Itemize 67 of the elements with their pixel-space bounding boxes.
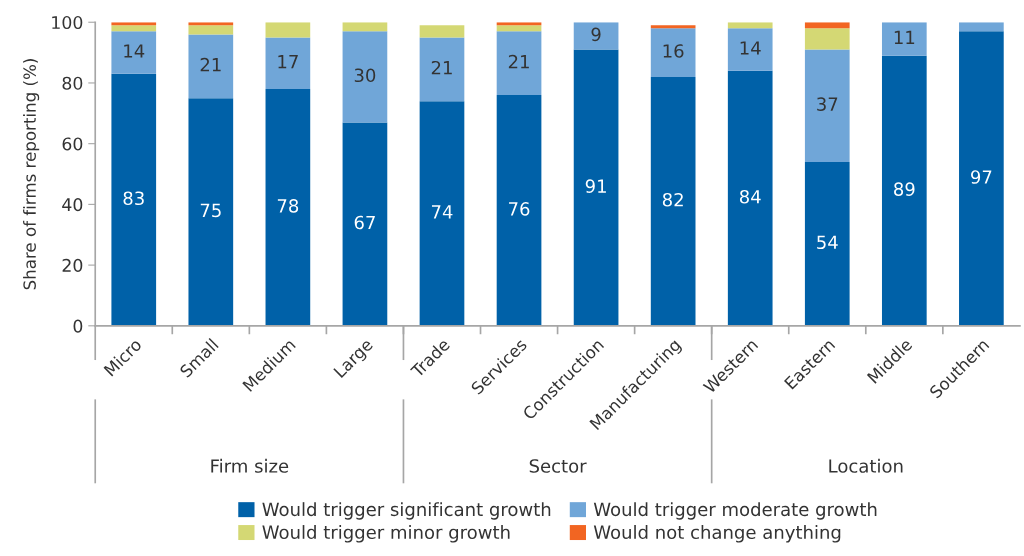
bar: [419, 101, 465, 326]
legend-label: Would not change anything: [593, 525, 841, 543]
bar: [496, 31, 542, 96]
data-label: 76: [509, 202, 530, 216]
data-label: 78: [277, 199, 299, 213]
data-label: 37: [817, 97, 838, 111]
data-label: 82: [662, 192, 683, 207]
bar: [959, 31, 1004, 326]
y-tick-label: 0: [73, 319, 83, 333]
bar: [650, 76, 696, 326]
data-label: 97: [971, 170, 992, 184]
data-label: 11: [894, 30, 915, 44]
data-label: 9: [591, 27, 601, 42]
bar: [881, 55, 927, 326]
bar: [496, 25, 542, 32]
text: Sector: [529, 459, 587, 473]
y-tick-label: 60: [62, 137, 83, 151]
bar: [419, 25, 465, 38]
bar: [111, 31, 157, 74]
data-label: 14: [740, 41, 761, 55]
bar: [881, 22, 927, 56]
text: Location: [829, 458, 903, 473]
data-label: 83: [123, 191, 144, 206]
text: Firm size: [211, 458, 289, 473]
data-label: 30: [354, 68, 376, 83]
data-label: 21: [200, 57, 221, 72]
bar: [804, 28, 850, 50]
y-tick-label: 80: [62, 76, 83, 90]
bar: [650, 25, 696, 29]
bar: [265, 37, 311, 90]
bar: [727, 70, 773, 326]
data-label: 75: [200, 203, 221, 218]
data-label: 74: [431, 205, 453, 219]
data-label: 21: [508, 54, 529, 69]
data-label: 21: [431, 60, 452, 75]
data-label: 67: [354, 215, 375, 230]
bar: [804, 49, 850, 162]
data-label: 84: [739, 189, 761, 204]
bar: [419, 37, 465, 102]
data-label: 91: [585, 179, 606, 193]
data-label: 89: [894, 182, 915, 196]
bar: [342, 122, 388, 326]
y-axis-title: Share of firms reporting (%): [23, 59, 40, 290]
bar: [111, 25, 157, 32]
data-label: 54: [817, 235, 838, 250]
bar: [573, 49, 619, 326]
bar: [188, 25, 234, 35]
bar: [265, 22, 311, 38]
y-tick-label: 20: [62, 258, 83, 272]
data-label: 17: [278, 55, 298, 69]
legend-label: Would trigger significant growth: [262, 502, 551, 520]
legend-label: Would trigger moderate growth: [593, 502, 877, 520]
bar: [496, 95, 542, 326]
y-tick-label: 100: [52, 15, 83, 30]
y-tick-label: 40: [62, 198, 83, 212]
bar: [265, 89, 311, 326]
bar: [188, 98, 234, 326]
legend-label: Would trigger minor growth: [262, 525, 510, 543]
bar: [804, 161, 850, 326]
bar: [342, 31, 388, 123]
data-label: 16: [663, 44, 684, 58]
bar: [111, 73, 157, 326]
bar: [188, 34, 234, 99]
bar: [573, 22, 619, 50]
bar: [650, 28, 696, 77]
data-label: 14: [124, 44, 145, 58]
bar: [727, 28, 773, 71]
